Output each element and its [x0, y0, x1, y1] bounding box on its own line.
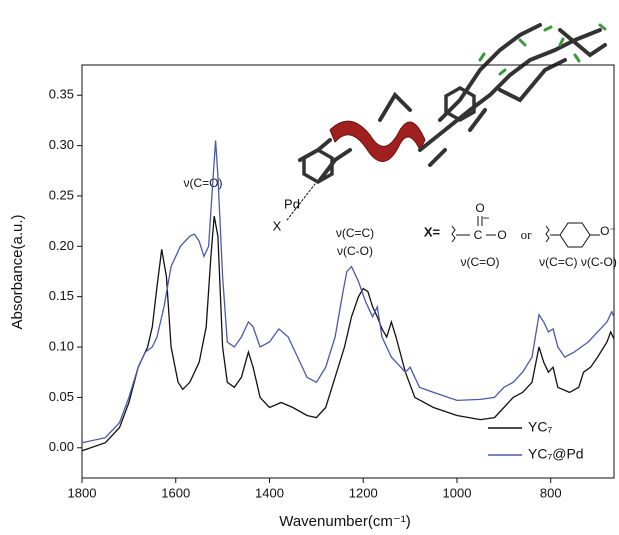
bonds: [298, 23, 607, 182]
x-tick-label: 1000: [443, 485, 472, 500]
plot-frame: [81, 64, 615, 479]
y-axis-label: Absorbance(a.u.): [9, 214, 26, 329]
series-line: [81, 140, 615, 444]
annotation: O: [475, 201, 484, 215]
carboxylate: [451, 216, 600, 248]
annotation: X: [273, 218, 282, 233]
y-tick-label: 0.25: [49, 187, 74, 202]
y-tick-label: 0.35: [49, 87, 74, 102]
annotation: X=: [424, 224, 441, 239]
y-tick-label: 0.15: [49, 288, 74, 303]
y-tick-label: 0.20: [49, 238, 74, 253]
annotation: O⁻: [600, 224, 616, 238]
y-tick-label: 0.05: [49, 389, 74, 404]
legend-label: YC₇: [528, 419, 552, 435]
x-tick-label: 1800: [68, 485, 97, 500]
ring: [444, 85, 476, 123]
x-tick-label: 800: [540, 485, 562, 500]
annotation: ν(C=C): [336, 226, 374, 240]
series-line: [81, 215, 615, 452]
wavy-bond: [451, 225, 456, 243]
molecule: [286, 23, 607, 221]
x-tick-label: 1400: [255, 485, 284, 500]
ring: [302, 147, 334, 185]
y-tick-label: 0.10: [49, 338, 74, 353]
annotation: −: [482, 211, 489, 225]
y-tick-label: 0.00: [49, 439, 74, 454]
annotation: O: [497, 228, 506, 242]
annotation: ν(C=C) ν(C-O): [539, 255, 617, 269]
annotation: or: [521, 227, 533, 242]
annotation: Pd: [284, 196, 300, 211]
ring: [559, 222, 591, 248]
wavy-bond: [545, 225, 550, 243]
y-tick-label: 0.30: [49, 137, 74, 152]
annotation: ν(C=O): [184, 176, 223, 190]
x-axis-label: Wavenumber(cm⁻¹): [279, 513, 411, 530]
annotation: ν(C-O): [337, 244, 373, 258]
coordination-bond: [286, 183, 316, 221]
x-tick-label: 1600: [161, 485, 190, 500]
annotation: C: [474, 228, 483, 242]
annotation: ν(C=O): [461, 255, 500, 269]
legend-label: YC₇@Pd: [528, 446, 584, 462]
x-tick-label: 1200: [349, 485, 378, 500]
atoms: [478, 23, 607, 76]
